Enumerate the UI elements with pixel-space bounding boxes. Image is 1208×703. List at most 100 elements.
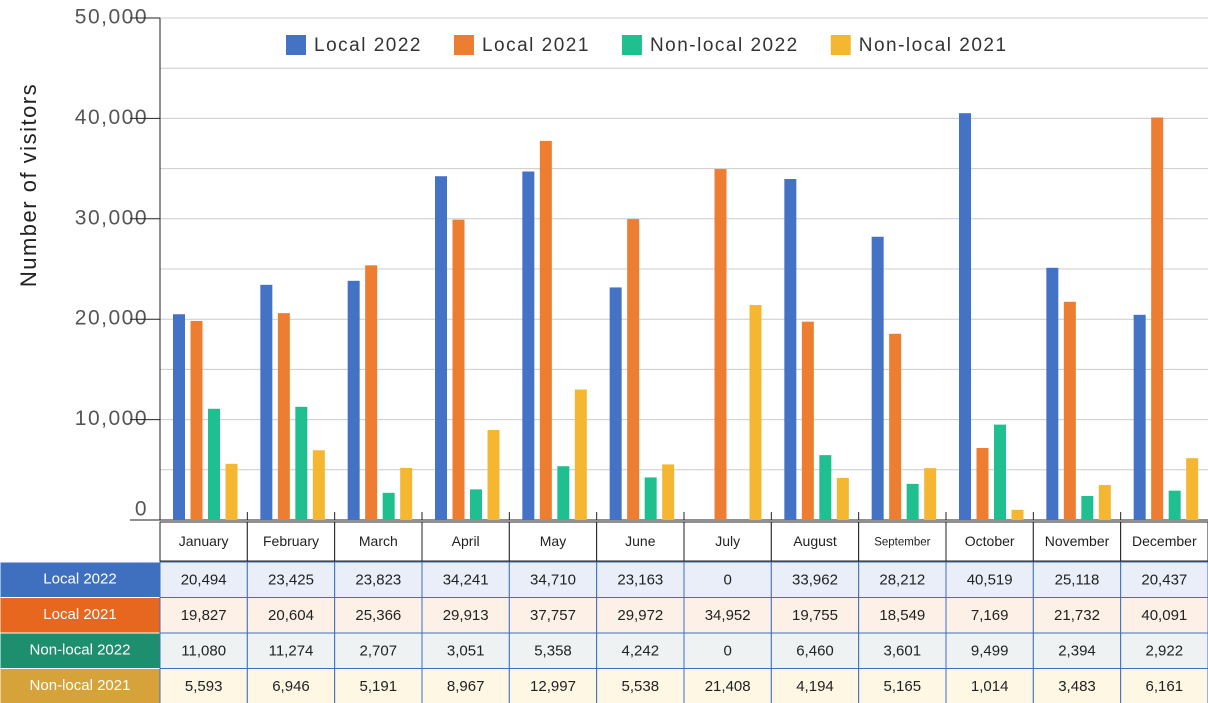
x-tick-label: April (452, 533, 480, 549)
bar (452, 219, 465, 521)
table-value: 5,538 (622, 678, 660, 695)
legend-swatch (286, 35, 306, 55)
table-cell (945, 561, 1034, 598)
table-cell (945, 668, 1034, 703)
bar (609, 287, 622, 520)
bar (365, 265, 378, 520)
bar (906, 483, 919, 520)
row-label: Local 2022 (43, 571, 116, 588)
x-tick-label: July (715, 533, 740, 549)
table-cell (246, 632, 336, 669)
legend-swatch (621, 35, 642, 55)
table-value: 6,946 (272, 678, 310, 695)
bar (1151, 117, 1164, 520)
bar (924, 468, 937, 520)
bar (295, 406, 308, 520)
table-value: 20,494 (181, 572, 227, 589)
table-value: 40,519 (967, 572, 1013, 589)
bar (871, 236, 884, 520)
legend-swatch (830, 35, 851, 55)
table-value: 9,499 (971, 643, 1009, 660)
bar (225, 463, 238, 520)
row-label: Non-local 2022 (30, 642, 131, 659)
table-value: 25,118 (1055, 572, 1100, 589)
bar (173, 314, 185, 520)
bar (1081, 495, 1094, 520)
table-value: 21,408 (705, 678, 751, 695)
table-cell (334, 632, 423, 669)
bar (714, 169, 727, 521)
table-value: 4,194 (796, 678, 834, 695)
bar (382, 492, 395, 520)
table-cell (334, 561, 423, 598)
y-tick-label: 20,000 (75, 307, 148, 330)
y-tick-label: 40,000 (75, 106, 148, 129)
table-value: 2,707 (360, 643, 398, 660)
legend-label: Non-local 2021 (859, 35, 1008, 56)
table-value: 6,460 (796, 643, 834, 660)
table-value: 40,091 (1141, 607, 1187, 624)
table-value: 2,394 (1058, 643, 1096, 660)
y-axis-label: Number of visitors (16, 83, 41, 287)
table-value: 11,274 (269, 643, 314, 660)
bar (1186, 458, 1199, 520)
x-tick-label: June (625, 533, 656, 549)
table-value: 8,967 (447, 678, 485, 695)
bar (470, 489, 482, 520)
x-tick-label: September (874, 537, 930, 549)
table-cell (770, 668, 860, 703)
x-tick-label: January (179, 533, 229, 549)
table-cell (596, 561, 685, 598)
legend-label: Local 2022 (314, 35, 422, 56)
table-cell (858, 632, 947, 669)
table-cell (945, 597, 1034, 634)
table-value: 37,757 (530, 607, 576, 624)
table-header-cell (683, 521, 772, 562)
bar (889, 333, 902, 520)
table-value: 0 (723, 643, 731, 660)
table-cell (683, 597, 772, 634)
bar (557, 466, 570, 520)
table-cell (770, 632, 860, 669)
table-cell (334, 668, 423, 703)
table-value: 23,163 (617, 572, 663, 589)
table-header-cell (421, 521, 510, 562)
row-label: Non-local 2021 (30, 677, 131, 694)
table-cell (246, 668, 336, 703)
table-value: 3,051 (447, 643, 485, 660)
bar (1168, 490, 1181, 520)
bar (190, 320, 203, 520)
table-cell (1120, 632, 1208, 669)
bar (784, 179, 797, 520)
table-header-cell (770, 521, 860, 562)
x-tick-label: February (263, 533, 319, 549)
table-value: 20,437 (1141, 572, 1187, 589)
table-cell (421, 561, 510, 598)
table-value: 3,483 (1058, 678, 1096, 695)
y-tick-label: 0 (135, 498, 148, 521)
table-value: 21,732 (1054, 607, 1100, 624)
table-cell (858, 668, 947, 703)
table-value: 33,962 (792, 572, 838, 589)
table-value: 25,366 (355, 607, 401, 624)
table-value: 4,242 (622, 643, 660, 660)
bar (1011, 509, 1024, 520)
table-cell (421, 597, 510, 634)
table-value: 12,997 (530, 678, 576, 695)
table-value: 19,827 (181, 607, 227, 624)
table-value: 5,165 (884, 678, 922, 695)
table-cell (683, 668, 772, 703)
table-value: 18,549 (879, 607, 925, 624)
table-cell (858, 597, 947, 634)
table-value: 5,191 (360, 678, 398, 695)
table-header-cell (1120, 521, 1208, 562)
table-value: 28,212 (879, 572, 925, 589)
bar (976, 448, 989, 520)
bar (400, 467, 413, 520)
table-value: 29,972 (617, 607, 663, 624)
bar (435, 176, 447, 520)
x-tick-label: November (1045, 533, 1110, 549)
x-tick-label: October (965, 533, 1015, 549)
y-tick-label: 10,000 (75, 407, 148, 430)
